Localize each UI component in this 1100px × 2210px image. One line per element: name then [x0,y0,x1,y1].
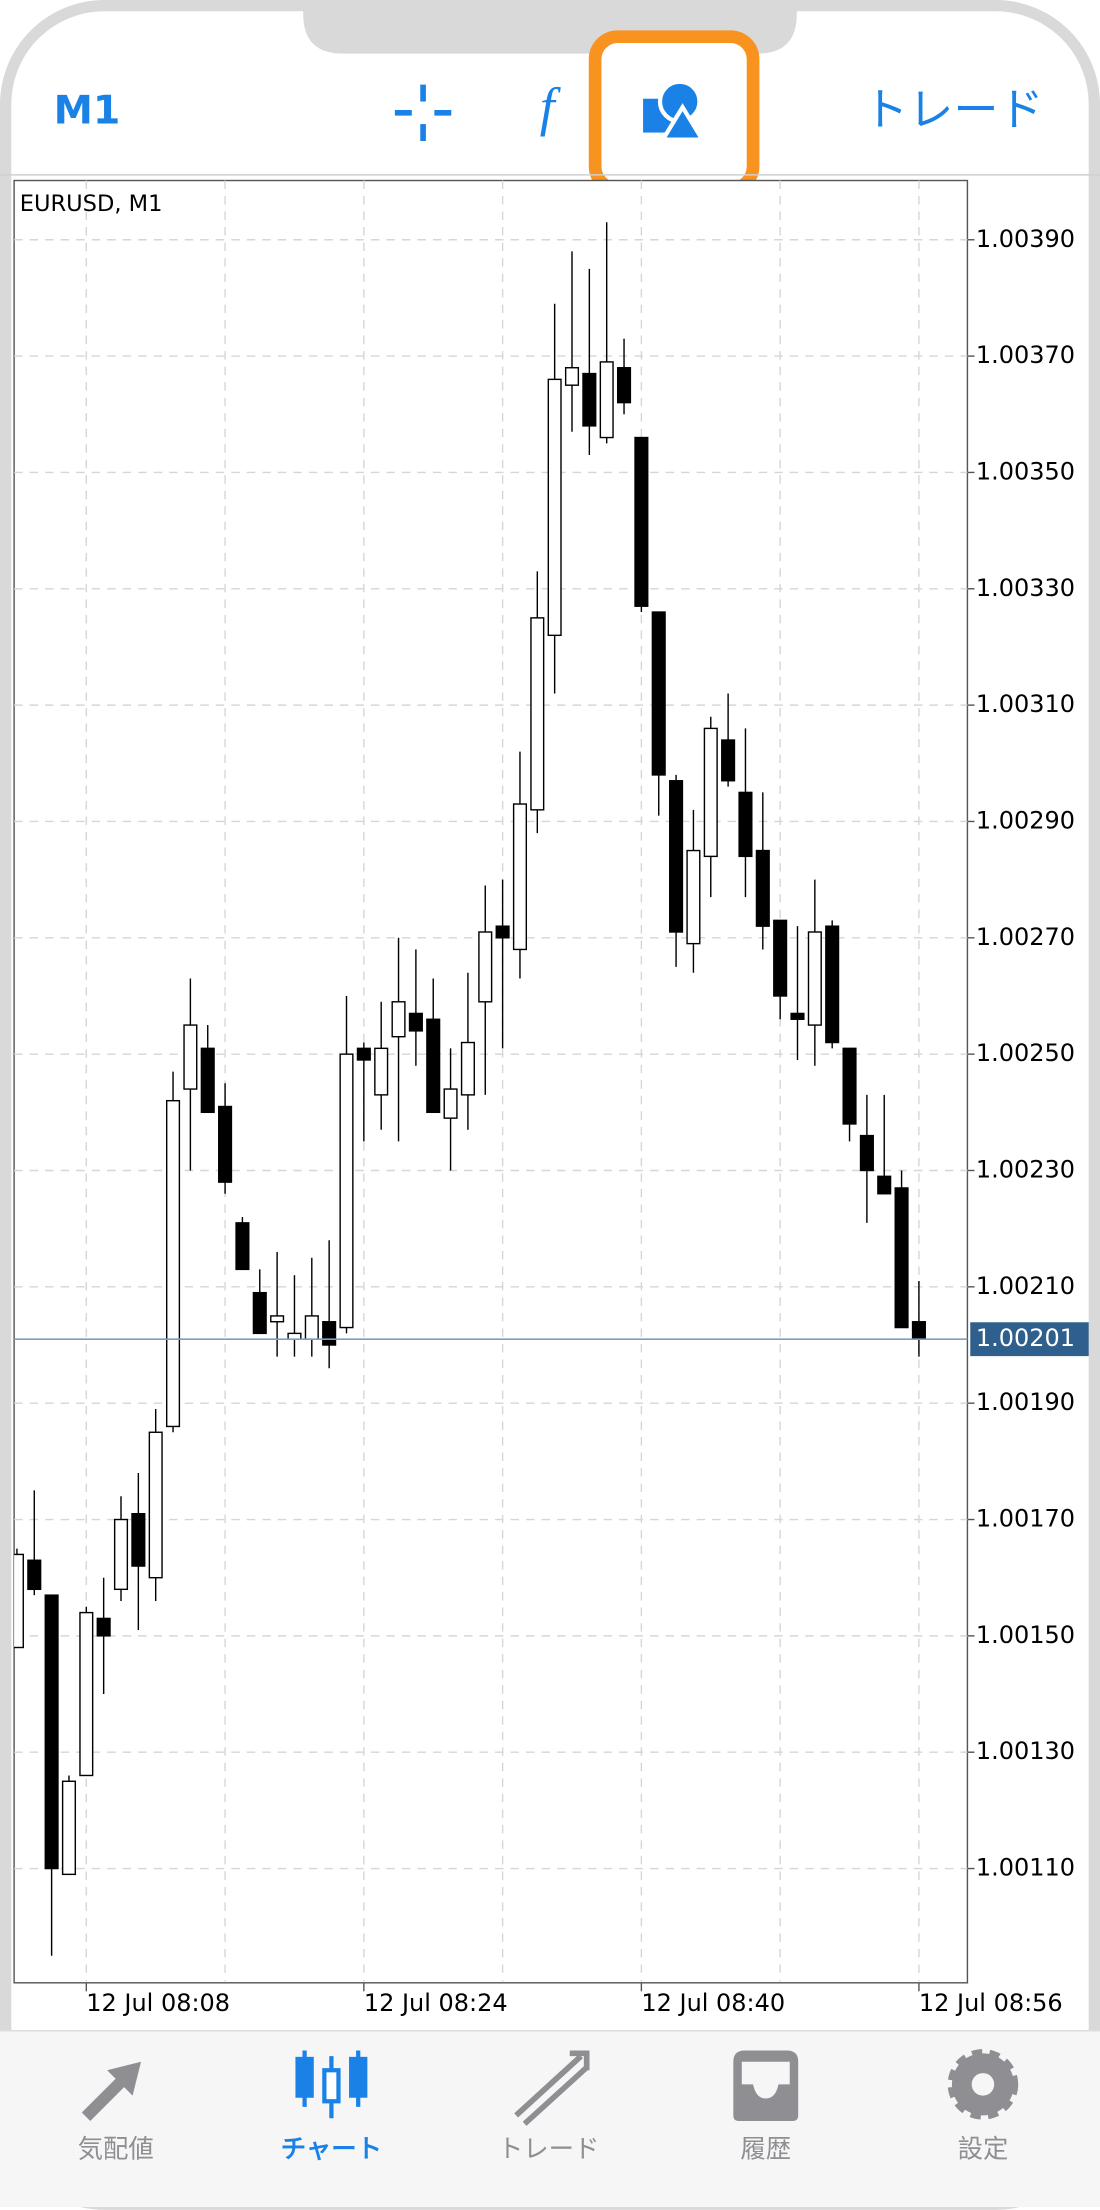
candle-body [252,1291,267,1335]
candle-body [79,1611,94,1777]
last-price-box [970,1322,1089,1357]
candle-body [426,1018,441,1114]
plot-area [13,179,969,1984]
y-tick-label: 1.00110 [976,1854,1075,1882]
y-tick-label: 1.00230 [976,1155,1075,1183]
candle-body [148,1431,163,1579]
candle-body [877,1175,892,1195]
y-tick-label: 1.00190 [976,1388,1075,1416]
trade-tab-icon [514,2050,590,2126]
candle-body [408,1012,423,1032]
candle-body [218,1105,233,1183]
candle-body [304,1315,319,1340]
y-tick-label: 1.00210 [976,1272,1075,1300]
y-tick-label: 1.00170 [976,1505,1075,1533]
objects-icon [643,79,707,142]
candle-body [96,1617,111,1637]
y-tick-label: 1.00130 [976,1737,1075,1765]
candles [14,222,926,1956]
candle-body [270,1315,285,1323]
crosshair-button[interactable] [394,84,452,142]
y-tick-label: 1.00330 [976,574,1075,602]
x-tick-label: 12 Jul 08:56 [919,1989,1063,2017]
candle-body [564,367,580,386]
candle-body [842,1047,857,1125]
candle-body [443,1088,458,1119]
candle-body [44,1594,59,1870]
y-tick-label: 1.00370 [976,341,1075,369]
candle-body [200,1047,215,1114]
y-tick-label: 1.00310 [976,690,1075,718]
candle-body [235,1222,250,1271]
settings-tab-icon [947,2049,1019,2120]
candle-body [651,611,666,776]
candle-body [686,849,701,945]
candle-body [27,1559,42,1591]
candle-body [512,803,528,951]
y-tick-label: 1.00390 [976,225,1075,253]
candle-body [755,849,770,927]
tab-label[interactable]: トレード [498,2134,600,2164]
candle-body [183,1024,198,1090]
candle-body [599,361,614,439]
x-tick-label: 12 Jul 08:40 [641,1989,785,2017]
trade-button[interactable]: トレード [863,83,1043,136]
candle-body [113,1518,129,1591]
candle-body [547,378,562,637]
tab-bar [0,2030,1100,2208]
axes: 1.00110 1.00130 1.00150 1.00170 1.00190 1.002… [14,225,1089,2017]
candle-body [703,727,718,858]
x-tick-label: 12 Jul 08:08 [86,1989,230,2017]
candle-body [807,931,822,1026]
y-tick-label: 1.00270 [976,923,1075,951]
candle-body [634,436,649,607]
candle-body [616,367,632,404]
chart-tab-icon [295,2050,368,2119]
y-tick-label: 1.00290 [976,806,1075,834]
history-tab-icon [733,2050,799,2122]
grid [14,180,968,1982]
tabs: 気配値 チャート トレード 履歴 設定 [78,2134,1009,2164]
candle-body [61,1780,77,1876]
candle-body [339,1053,354,1329]
candle-body [322,1321,337,1346]
y-tick-label: 1.00150 [976,1621,1075,1649]
candle-body [825,925,840,1044]
tab-label[interactable]: チャート [281,2134,382,2164]
candle-body [131,1512,146,1567]
candle-body [287,1332,302,1340]
candle-body [374,1047,389,1096]
candle-body [894,1187,909,1329]
timeframe-button[interactable]: M1 [54,87,121,133]
candle-body [460,1041,475,1096]
candle-body [582,372,597,427]
candle-body [721,739,736,782]
candle-body [773,919,788,997]
y-tick-label: 1.00350 [976,457,1075,485]
candle-body [790,1012,805,1020]
candle-body [478,931,493,1003]
candle-body [738,791,753,858]
candle-body [530,617,545,811]
candle-body [165,1099,181,1428]
y-tick-label: 1.00250 [976,1039,1075,1067]
candle-body [859,1134,874,1172]
candle-body [356,1047,371,1061]
candle-body [669,780,684,933]
x-tick-label: 12 Jul 08:24 [364,1989,508,2017]
tab-label[interactable]: 履歴 [740,2134,791,2164]
chart-title: EURUSD, M1 [20,191,163,217]
tab-label[interactable]: 気配値 [78,2134,154,2164]
candle-body [911,1321,926,1340]
candle-body [391,1001,406,1038]
candle-body [14,1553,24,1649]
candle-body [495,925,510,939]
tab-label[interactable]: 設定 [958,2134,1009,2164]
last-price-label: 1.00201 [976,1324,1075,1352]
quotes-tab-icon [81,2061,142,2122]
